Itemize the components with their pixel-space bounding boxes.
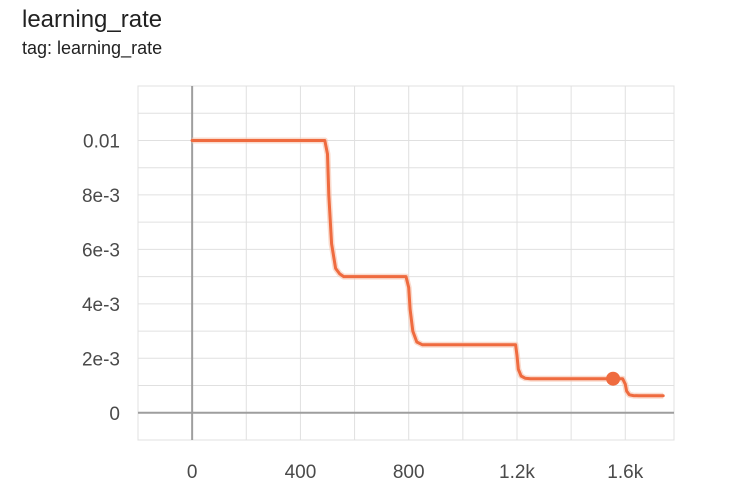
y-tick-label: 2e-3 xyxy=(82,349,120,370)
x-tick-label: 0 xyxy=(187,462,198,483)
chart-title: learning_rate xyxy=(22,6,163,33)
tick-labels: 0 400 800 1.2k 1.6k 0 2e-3 4e-3 6e-3 8e-3 0.01 xyxy=(82,131,644,483)
chart-tag: tag: learning_rate xyxy=(22,38,163,58)
x-tick-label: 400 xyxy=(285,462,317,483)
series-line xyxy=(190,139,665,398)
x-tick-label: 1.6k xyxy=(607,462,643,483)
series-layer xyxy=(190,137,665,399)
y-tick-label: 8e-3 xyxy=(82,186,120,207)
x-tick-label: 800 xyxy=(393,462,425,483)
highlight-point xyxy=(606,371,621,386)
y-tick-label: 0.01 xyxy=(83,131,120,152)
y-tick-label: 0 xyxy=(109,404,120,425)
axes xyxy=(138,86,674,440)
x-tick-label: 1.2k xyxy=(499,462,535,483)
plot-border xyxy=(137,85,675,441)
y-tick-label: 6e-3 xyxy=(82,240,120,261)
series-line-shadow xyxy=(192,137,664,399)
y-tick-label: 4e-3 xyxy=(82,295,120,316)
